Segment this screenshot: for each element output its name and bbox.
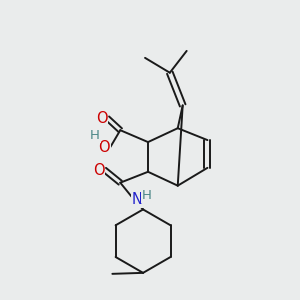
Text: O: O: [96, 111, 107, 126]
Text: O: O: [99, 140, 110, 154]
Text: N: N: [132, 192, 142, 207]
Text: O: O: [93, 163, 104, 178]
Text: H: H: [90, 129, 100, 142]
Text: H: H: [142, 189, 152, 202]
